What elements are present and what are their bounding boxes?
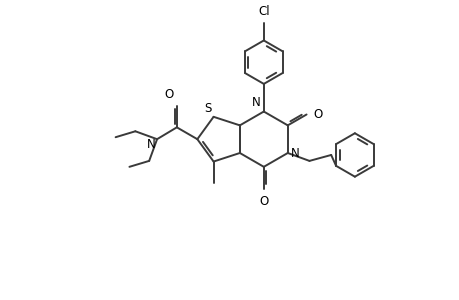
Text: Cl: Cl xyxy=(257,5,269,18)
Text: O: O xyxy=(164,88,173,101)
Text: O: O xyxy=(313,108,322,121)
Text: S: S xyxy=(204,102,211,115)
Text: O: O xyxy=(258,195,268,208)
Text: N: N xyxy=(252,96,260,109)
Text: N: N xyxy=(290,146,299,160)
Text: N: N xyxy=(147,138,156,151)
